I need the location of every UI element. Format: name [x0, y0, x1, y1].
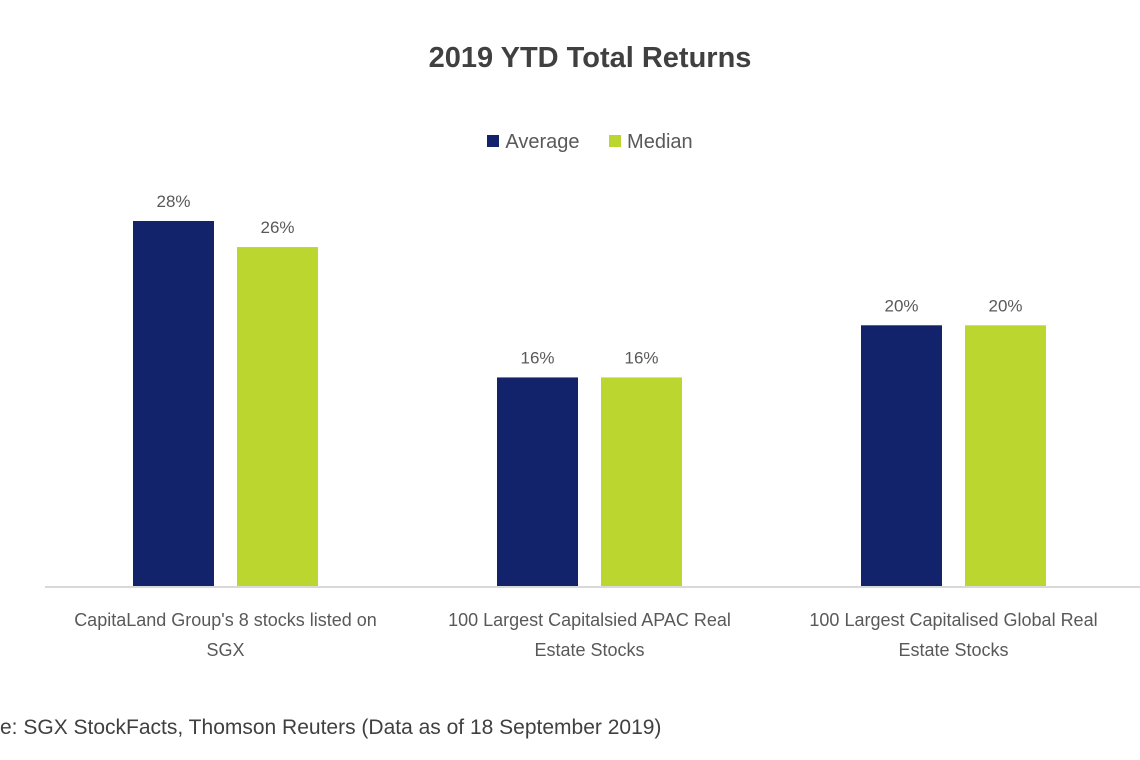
- data-label: 26%: [260, 218, 294, 237]
- legend-swatch-average: [487, 135, 500, 147]
- legend-swatch-median: [609, 135, 622, 147]
- legend-item-average: Average: [487, 131, 579, 154]
- category-label: Estate Stocks: [898, 640, 1008, 660]
- data-label: 28%: [156, 192, 190, 211]
- legend: Average Median: [0, 131, 1140, 154]
- legend-label-average: Average: [505, 131, 580, 153]
- data-label: 20%: [884, 296, 918, 315]
- category-label: 100 Largest Capitalised Global Real: [809, 610, 1097, 630]
- data-label: 16%: [520, 348, 554, 367]
- bar-average: [497, 377, 578, 586]
- legend-label-median: Median: [627, 131, 693, 153]
- bar-median: [237, 247, 318, 587]
- category-label: Estate Stocks: [534, 640, 644, 660]
- category-label: CapitaLand Group's 8 stocks listed on: [74, 610, 377, 630]
- legend-item-median: Median: [609, 131, 693, 154]
- bar-average: [133, 221, 214, 586]
- data-label: 16%: [624, 348, 658, 367]
- category-label: 100 Largest Capitalsied APAC Real: [448, 610, 731, 630]
- chart-title: 2019 YTD Total Returns: [428, 42, 752, 74]
- bar-median: [601, 377, 682, 586]
- source-note: e: SGX StockFacts, Thomson Reuters (Data…: [0, 716, 662, 739]
- bar-average: [861, 325, 942, 586]
- category-label: SGX: [206, 640, 244, 660]
- bar-median: [965, 325, 1046, 586]
- data-label: 20%: [988, 296, 1022, 315]
